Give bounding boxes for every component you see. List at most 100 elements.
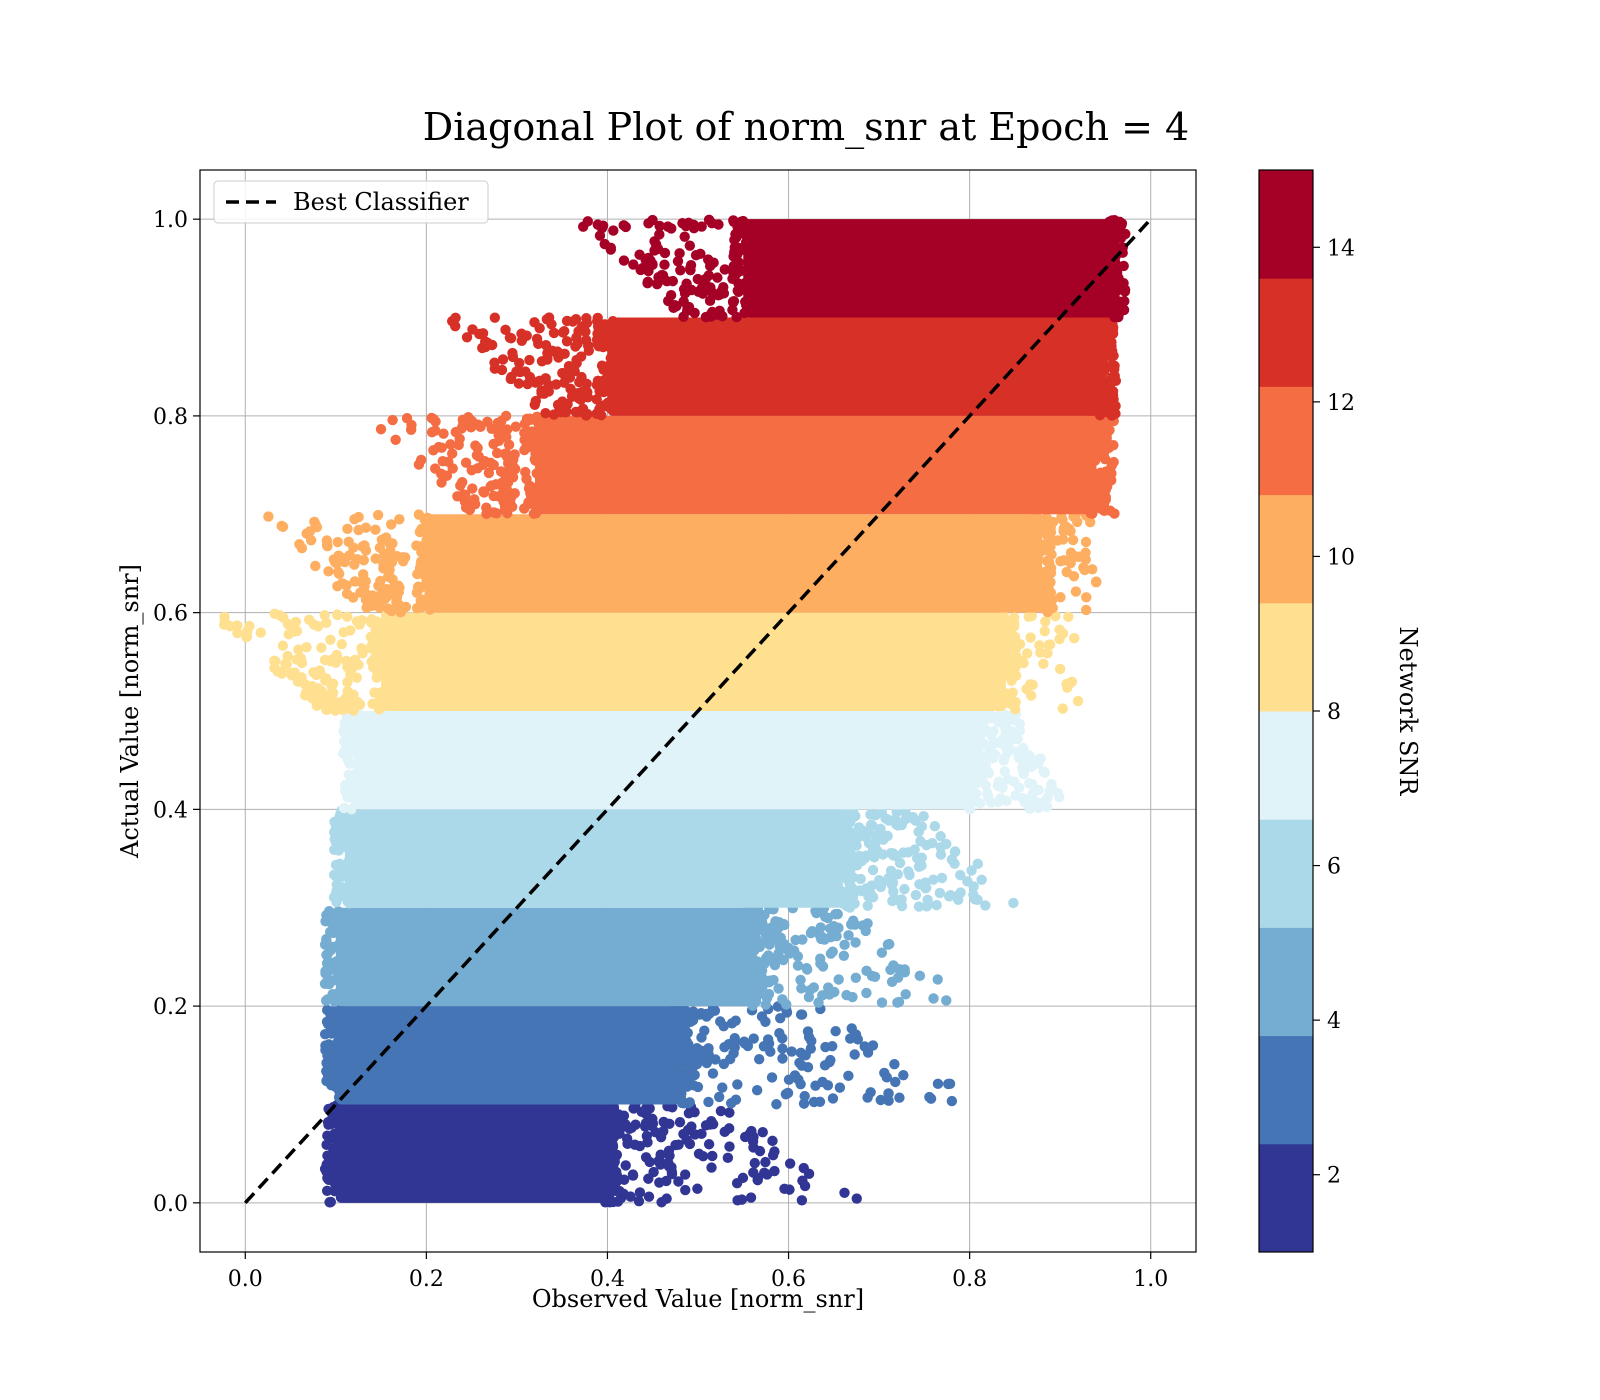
scatter-point bbox=[863, 837, 875, 849]
scatter-point bbox=[519, 503, 530, 514]
scatter-point bbox=[698, 1051, 709, 1062]
scatter-point bbox=[840, 873, 852, 884]
scatter-point bbox=[783, 1074, 795, 1085]
scatter-point bbox=[766, 1072, 778, 1083]
scatter-point bbox=[321, 1016, 333, 1028]
scatter-point bbox=[715, 1105, 727, 1117]
scatter-point bbox=[663, 1161, 675, 1172]
scatter-point bbox=[1035, 647, 1046, 658]
scatter-point bbox=[1014, 782, 1025, 793]
scatter-point bbox=[311, 669, 322, 681]
scatter-point bbox=[843, 930, 854, 941]
scatter-point bbox=[643, 1191, 655, 1202]
scatter-point bbox=[1055, 592, 1066, 603]
scatter-point bbox=[338, 627, 349, 638]
scatter-point bbox=[1109, 258, 1120, 270]
scatter-point bbox=[909, 844, 920, 855]
scatter-point bbox=[657, 270, 669, 281]
scatter-point bbox=[346, 772, 357, 784]
scatter-point bbox=[538, 388, 550, 399]
scatter-point bbox=[982, 708, 994, 720]
scatter-point bbox=[867, 864, 879, 876]
scatter-point bbox=[450, 320, 461, 332]
scatter-point bbox=[928, 993, 939, 1004]
scatter-point bbox=[357, 569, 369, 580]
scatter-point bbox=[966, 865, 977, 876]
scatter-point bbox=[606, 1124, 617, 1136]
scatter-point bbox=[524, 480, 535, 492]
scatter-point bbox=[627, 1170, 639, 1181]
scatter-point bbox=[300, 690, 311, 701]
scatter-point bbox=[1004, 689, 1016, 700]
scatter-point bbox=[1054, 624, 1065, 635]
colorbar-tick-label: 12 bbox=[1327, 391, 1355, 416]
scatter-point bbox=[684, 1097, 695, 1108]
scatter-point bbox=[533, 467, 544, 479]
scatter-point bbox=[692, 1081, 704, 1093]
scatter-point bbox=[913, 901, 925, 912]
scatter-point bbox=[525, 490, 537, 501]
scatter-point bbox=[918, 810, 929, 822]
scatter-point bbox=[659, 259, 670, 270]
scatter-point bbox=[326, 1061, 337, 1072]
scatter-point bbox=[935, 849, 947, 860]
scatter-point bbox=[1038, 766, 1050, 777]
scatter-point bbox=[1037, 597, 1048, 609]
y-tick-label: 0.0 bbox=[153, 1192, 188, 1217]
scatter-point bbox=[999, 766, 1010, 777]
snr-band-8 bbox=[375, 410, 1120, 520]
colorbar-label: Network SNR bbox=[1394, 627, 1422, 797]
scatter-point bbox=[1104, 396, 1116, 407]
scatter-point bbox=[757, 1127, 768, 1138]
scatter-point bbox=[436, 477, 447, 488]
scatter-point bbox=[703, 1139, 715, 1150]
scatter-point bbox=[921, 839, 932, 851]
scatter-point bbox=[691, 1043, 703, 1054]
scatter-point bbox=[736, 1194, 748, 1205]
scatter-point bbox=[678, 1053, 690, 1065]
scatter-point bbox=[1017, 765, 1029, 776]
scatter-point bbox=[324, 1197, 335, 1208]
scatter-point bbox=[470, 440, 481, 451]
scatter-point bbox=[650, 1126, 661, 1138]
scatter-point bbox=[1041, 801, 1053, 813]
scatter-point bbox=[876, 997, 888, 1008]
scatter-point bbox=[501, 431, 512, 443]
scatter-point bbox=[1025, 679, 1036, 690]
scatter-point bbox=[1089, 455, 1101, 466]
scatter-point bbox=[620, 1160, 631, 1171]
scatter-point bbox=[847, 832, 858, 844]
scatter-point bbox=[322, 949, 333, 960]
scatter-point bbox=[321, 1075, 332, 1087]
scatter-point bbox=[445, 439, 456, 450]
scatter-point bbox=[806, 1035, 817, 1047]
scatter-point bbox=[964, 721, 976, 732]
scatter-point bbox=[714, 305, 725, 317]
scatter-point bbox=[786, 1046, 797, 1057]
scatter-point bbox=[996, 666, 1007, 677]
scatter-point bbox=[383, 555, 394, 566]
scatter-point bbox=[1085, 517, 1096, 528]
scatter-point bbox=[328, 892, 340, 903]
scatter-point bbox=[673, 1139, 684, 1150]
scatter-point bbox=[338, 748, 349, 759]
scatter-point bbox=[703, 1043, 714, 1054]
scatter-point bbox=[591, 316, 603, 327]
scatter-point bbox=[373, 590, 384, 602]
scatter-point bbox=[825, 1054, 836, 1066]
scatter-point bbox=[744, 1128, 755, 1140]
scatter-point bbox=[790, 934, 801, 946]
scatter-point bbox=[594, 230, 606, 241]
scatter-point bbox=[862, 900, 873, 912]
scatter-point bbox=[656, 1197, 667, 1208]
scatter-point bbox=[849, 919, 861, 930]
scatter-point bbox=[719, 1041, 730, 1053]
colorbar-tick-label: 2 bbox=[1327, 1164, 1341, 1189]
scatter-point bbox=[745, 1192, 757, 1203]
scatter-point bbox=[595, 1108, 606, 1119]
scatter-point bbox=[570, 313, 582, 325]
scatter-point-cluster bbox=[743, 219, 1115, 318]
scatter-point bbox=[856, 885, 868, 897]
scatter-point bbox=[685, 259, 697, 271]
scatter-point bbox=[1099, 452, 1110, 463]
